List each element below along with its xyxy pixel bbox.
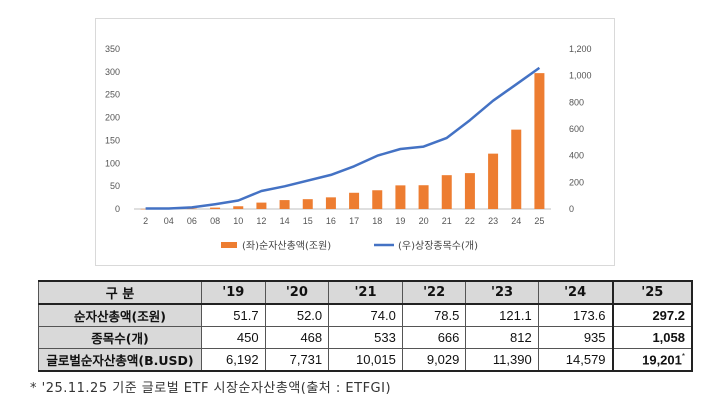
table-cell: 533 xyxy=(328,326,403,349)
bar xyxy=(464,173,475,209)
table-cell: 812 xyxy=(465,326,539,349)
chart-container: 0 50 100 150 200 250 300 350 0 200 400 600 800 1,000 1… xyxy=(95,18,615,266)
bar xyxy=(279,200,290,209)
table-cell: 7,731 xyxy=(264,348,330,372)
x-axis-tick-label: 24 xyxy=(511,216,521,226)
x-axis-tick-label: 12 xyxy=(256,216,266,226)
table-row: 순자산총액(조원) 51.7 52.0 74.0 78.5 121.1 173.… xyxy=(38,303,694,327)
right-axis-tick-label: 0 xyxy=(569,204,574,214)
table-cell: 9,029 xyxy=(401,348,467,372)
table-cell: 121.1 xyxy=(465,303,539,327)
left-axis-tick-label: 0 xyxy=(115,204,120,214)
right-axis-tick-label: 600 xyxy=(569,124,584,134)
footnote-marker: * xyxy=(681,351,685,361)
table-row: 종목수(개) 450 468 533 666 812 935 1,058 xyxy=(38,326,694,349)
table-header-row: 구 분 '19 '20 '21 '22 '23 '24 '25 xyxy=(38,280,694,305)
left-axis-tick-label: 50 xyxy=(110,181,120,191)
x-axis-tick-label: 20 xyxy=(419,216,429,226)
bar xyxy=(256,202,267,209)
header-cell-year: '24 xyxy=(537,280,614,305)
table-cell: 51.7 xyxy=(201,303,266,327)
table-cell: 450 xyxy=(201,326,266,349)
bar xyxy=(349,192,360,209)
right-axis-tick-label: 200 xyxy=(569,177,584,187)
left-axis-tick-label: 350 xyxy=(105,44,120,54)
x-axis-tick-label: 17 xyxy=(349,216,359,226)
left-axis-tick-label: 100 xyxy=(105,158,120,168)
table-cell: 297.2 xyxy=(611,303,694,327)
table-cell: 6,192 xyxy=(201,348,266,372)
table-cell: 468 xyxy=(264,326,330,349)
legend-line-label: (우)상장종목수(개) xyxy=(398,240,478,252)
table-cell: 52.0 xyxy=(264,303,330,327)
right-axis-tick-label: 400 xyxy=(569,151,584,161)
legend-bar-swatch xyxy=(221,242,237,248)
header-cell-year: '20 xyxy=(264,280,330,305)
table-cell: 935 xyxy=(537,326,614,349)
table-cell-value: 19,201 xyxy=(642,352,682,368)
header-cell-year: '21 xyxy=(328,280,403,305)
table-cell: 19,201* xyxy=(611,348,694,372)
data-table: 구 분 '19 '20 '21 '22 '23 '24 '25 순자산총액(조원… xyxy=(38,280,694,372)
table-cell: 666 xyxy=(401,326,467,349)
bar xyxy=(418,185,429,209)
right-axis-tick-label: 800 xyxy=(569,97,584,107)
table-cell: 14,579 xyxy=(537,348,614,372)
x-axis-tick-label: 18 xyxy=(372,216,382,226)
table-cell: 1,058 xyxy=(611,326,694,349)
x-axis-tick-label: 16 xyxy=(326,216,336,226)
legend-bar-label: (좌)순자산총액(조원) xyxy=(242,240,331,252)
left-axis-tick-label: 150 xyxy=(105,135,120,145)
bar xyxy=(511,129,522,209)
header-cell-year: '19 xyxy=(201,280,266,305)
left-axis-tick-label: 300 xyxy=(105,67,120,77)
x-axis-tick-label: 21 xyxy=(442,216,452,226)
series-line xyxy=(145,66,541,210)
bar xyxy=(395,185,406,209)
x-axis-tick-label: 04 xyxy=(164,216,174,226)
bar xyxy=(325,197,336,209)
row-label: 순자산총액(조원) xyxy=(38,303,202,327)
header-cell-year: '25 xyxy=(611,280,694,305)
header-cell-year: '22 xyxy=(401,280,467,305)
table-cell: 11,390 xyxy=(465,348,539,372)
left-axis-tick-label: 250 xyxy=(105,90,120,100)
right-axis-tick-label: 1,200 xyxy=(569,44,592,54)
x-axis-tick-label: 10 xyxy=(233,216,243,226)
combo-chart: 0 50 100 150 200 250 300 350 0 200 400 600 800 1,000 1… xyxy=(105,44,592,252)
header-cell-year: '23 xyxy=(465,280,539,305)
bar xyxy=(302,199,313,209)
x-axis-tick-label: 19 xyxy=(395,216,405,226)
x-axis-tick-label: 25 xyxy=(534,216,544,226)
bar xyxy=(210,207,221,209)
x-axis-tick-label: 15 xyxy=(303,216,313,226)
row-label: 종목수(개) xyxy=(38,326,202,349)
row-label: 글로벌순자산총액(B.USD) xyxy=(38,348,202,372)
x-axis-tick-label: 08 xyxy=(210,216,220,226)
x-axis-tick-label: 06 xyxy=(187,216,197,226)
x-axis-tick-label: 2 xyxy=(143,216,148,226)
bar xyxy=(534,73,545,209)
bar xyxy=(140,208,151,210)
bar xyxy=(233,206,244,209)
right-axis-tick-label: 1,000 xyxy=(569,71,592,81)
x-axis-tick-label: 14 xyxy=(280,216,290,226)
bar xyxy=(186,208,197,210)
table-cell: 78.5 xyxy=(401,303,467,327)
left-axis-tick-label: 200 xyxy=(105,113,120,123)
x-axis-tick-label: 23 xyxy=(488,216,498,226)
x-axis-tick-label: 22 xyxy=(465,216,475,226)
header-cell-category: 구 분 xyxy=(38,280,202,305)
table-cell: 74.0 xyxy=(328,303,403,327)
bar xyxy=(488,153,499,209)
bar xyxy=(441,175,452,209)
table-row: 글로벌순자산총액(B.USD) 6,192 7,731 10,015 9,029… xyxy=(38,348,694,372)
table-cell: 10,015 xyxy=(328,348,403,372)
footnote: * '25.11.25 기준 글로벌 ETF 시장순자산총액(출처 : ETFG… xyxy=(30,381,392,396)
bar xyxy=(372,190,383,209)
table-cell: 173.6 xyxy=(537,303,614,327)
